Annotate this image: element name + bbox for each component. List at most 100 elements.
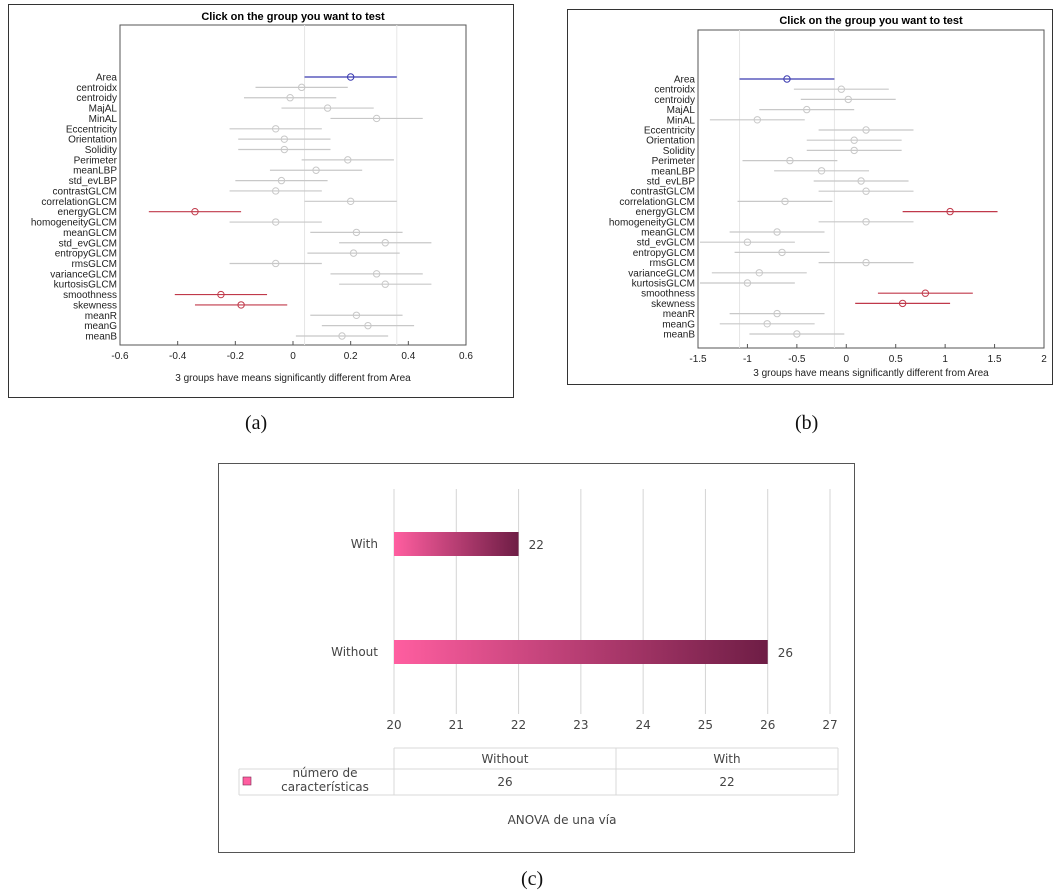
category-label: Solidity	[85, 145, 117, 156]
chart-a-svg: Click on the group you want to test 3 gr…	[31, 11, 474, 384]
category-label: std_evGLCM	[637, 238, 695, 249]
mean-marker	[862, 218, 870, 226]
category-label: meanB	[663, 330, 695, 341]
mean-marker	[272, 125, 280, 133]
x-tick-label: 0.6	[459, 351, 473, 362]
category-label: centroidx	[654, 85, 695, 96]
caption-c: (c)	[521, 868, 544, 890]
x-tick-label: -0.4	[169, 351, 187, 362]
mean-marker	[280, 135, 289, 143]
category-label: centroidx	[76, 83, 117, 94]
category-label: Eccentricity	[66, 124, 117, 135]
mean-marker	[372, 114, 381, 123]
x-tick-label: 20	[386, 718, 401, 732]
mean-marker	[743, 279, 752, 287]
category-label: Orientation	[68, 135, 117, 146]
category-label: Solidity	[663, 146, 695, 157]
category-label: meanLBP	[651, 166, 695, 177]
mean-marker	[344, 156, 352, 164]
x-tick-label: 21	[449, 718, 464, 732]
bar	[394, 640, 768, 664]
mean-marker	[862, 126, 870, 134]
anova-comparison-chart-a: Click on the group you want to test 3 gr…	[8, 4, 514, 398]
mean-marker	[850, 136, 858, 144]
category-label: homogeneityGLCM	[609, 217, 695, 228]
mean-marker	[364, 321, 372, 330]
mean-marker	[743, 238, 752, 246]
mean-marker	[272, 187, 280, 195]
chart-c-title: ANOVA de una vía	[508, 813, 617, 827]
table-header: With	[713, 752, 740, 766]
category-label: MinAL	[89, 114, 118, 125]
x-tick-label: -1.5	[689, 354, 707, 365]
caption-a: (a)	[245, 412, 268, 434]
mean-marker	[346, 197, 355, 206]
category-label: rmsGLCM	[71, 259, 117, 270]
mean-marker	[946, 207, 954, 216]
mean-marker	[312, 166, 320, 174]
category-label: correlationGLCM	[619, 197, 695, 208]
category-label: meanR	[663, 309, 695, 320]
category-label: smoothness	[63, 290, 117, 301]
mean-marker	[191, 207, 199, 216]
category-label: contrastGLCM	[53, 186, 117, 197]
x-tick-label: 0	[844, 354, 850, 365]
table-cell: 22	[719, 775, 734, 789]
category-label: correlationGLCM	[41, 197, 117, 208]
data-label: 26	[778, 646, 793, 660]
chart-c-svg: ANOVA de una vía 20 21 22 23 24 25 26 27 With 22 W…	[238, 489, 839, 827]
x-tick-label: 1.5	[988, 354, 1002, 365]
mean-marker	[217, 290, 225, 299]
category-label: smoothness	[641, 289, 695, 300]
mean-marker	[857, 177, 865, 185]
category-label: varianceGLCM	[628, 268, 695, 279]
category-label: meanLBP	[73, 166, 117, 177]
x-tick-label: 26	[760, 718, 775, 732]
x-tick-label: -0.6	[111, 351, 129, 362]
mean-marker	[921, 289, 930, 297]
mean-marker	[352, 311, 361, 319]
mean-marker	[783, 75, 791, 83]
x-tick-label: 2	[1041, 354, 1047, 365]
x-tick-label: 23	[573, 718, 588, 732]
category-label: varianceGLCM	[50, 269, 117, 280]
table-header: Without	[482, 752, 529, 766]
mean-marker	[862, 258, 870, 267]
x-tick-label: 0.2	[344, 351, 358, 362]
x-tick-label: 1	[942, 354, 948, 365]
category-label: Eccentricity	[644, 126, 695, 137]
anova-comparison-chart-b: Click on the group you want to test 3 gr…	[567, 9, 1053, 385]
category-label: Perimeter	[652, 156, 696, 167]
x-tick-label: 0.5	[889, 354, 903, 365]
data-label: 22	[529, 538, 544, 552]
mean-marker	[346, 73, 355, 81]
x-tick-label: -0.2	[227, 351, 245, 362]
x-tick-label: -1	[743, 354, 752, 365]
x-tick-label: 27	[822, 718, 837, 732]
category-label: kurtosisGLCM	[54, 280, 117, 291]
mean-marker	[844, 95, 852, 104]
mean-marker	[817, 167, 826, 175]
mean-marker	[753, 116, 762, 124]
category-label: energyGLCM	[636, 207, 695, 218]
category-label: std_evGLCM	[59, 238, 117, 249]
category-label: skewness	[651, 299, 695, 310]
mean-marker	[237, 301, 245, 309]
bar	[394, 532, 519, 556]
category-label: meanGLCM	[63, 228, 117, 239]
mean-marker	[763, 320, 771, 328]
mean-marker	[286, 94, 294, 102]
mean-marker	[862, 187, 870, 195]
chart-b-title: Click on the group you want to test	[779, 15, 963, 27]
mean-marker	[898, 299, 907, 308]
table-cell: 26	[497, 775, 512, 789]
category-label: With	[351, 537, 378, 551]
chart-b-plot-area	[697, 29, 1045, 349]
category-label: homogeneityGLCM	[31, 218, 117, 229]
legend-label: características	[281, 780, 369, 794]
legend-swatch	[242, 776, 252, 786]
x-tick-label: 25	[698, 718, 713, 732]
mean-marker	[837, 85, 846, 93]
bar-chart-c: ANOVA de una vía 20 21 22 23 24 25 26 27 With 22 W…	[218, 463, 855, 853]
category-label: skewness	[73, 300, 117, 311]
